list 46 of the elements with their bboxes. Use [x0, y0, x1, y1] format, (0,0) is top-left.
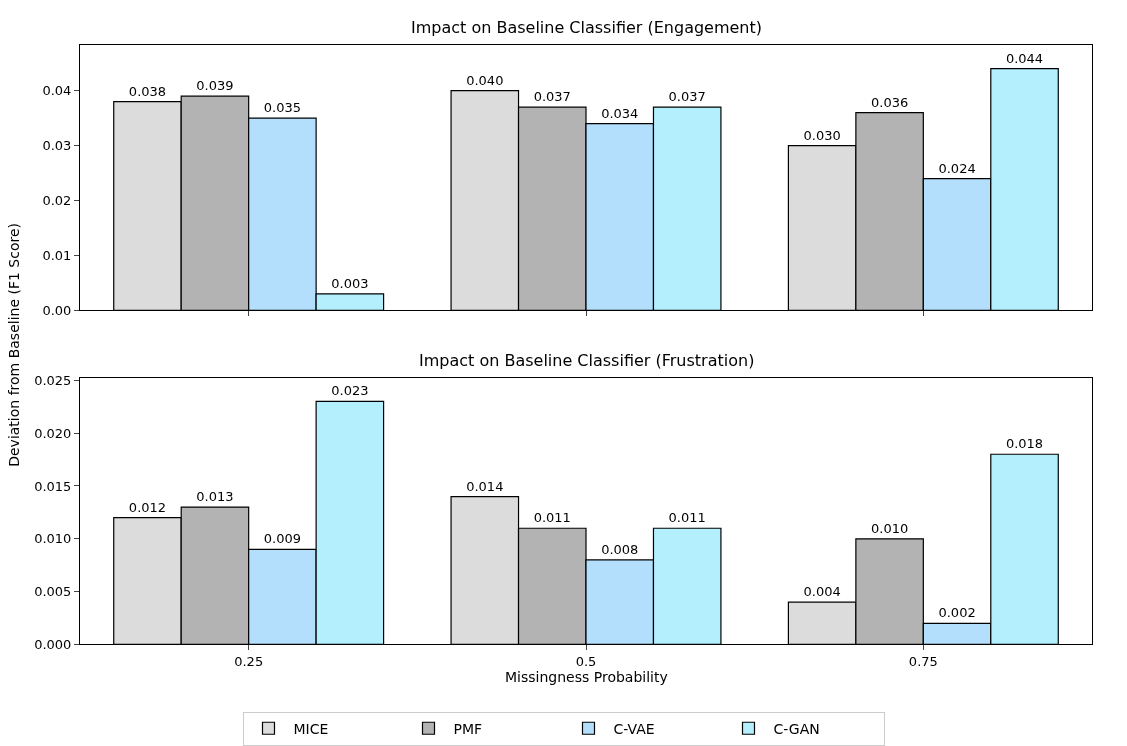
- chart-title: Impact on Baseline Classifier (Frustration): [419, 351, 755, 370]
- text: 0.025: [34, 372, 72, 388]
- text: 0.000: [34, 637, 72, 653]
- legend-label: C-GAN: [773, 720, 820, 737]
- data-label: 0.012: [128, 499, 167, 515]
- data-label: 0.008: [601, 541, 639, 557]
- data-label: 0.024: [938, 160, 976, 176]
- text: 0.010: [34, 531, 72, 547]
- text: 0.03: [42, 138, 72, 154]
- data-label: 0.002: [938, 605, 976, 621]
- text: 0.015: [34, 478, 72, 494]
- data-label: 0.037: [668, 89, 706, 105]
- data-label: 0.036: [870, 94, 909, 110]
- x-tick-label: 0.25: [234, 654, 264, 670]
- x-axis-title: Missingness Probability: [505, 669, 668, 685]
- data-label: 0.037: [533, 89, 571, 105]
- chart-title: Impact on Baseline Classifier (Engagement): [411, 18, 763, 37]
- text: 0.00: [42, 302, 72, 318]
- data-label: 0.034: [601, 105, 639, 121]
- data-label: 0.013: [196, 489, 234, 505]
- data-label: 0.004: [803, 584, 841, 600]
- data-label: 0.011: [533, 510, 571, 526]
- data-label: 0.003: [331, 275, 369, 291]
- legend-label: MICE: [293, 720, 329, 737]
- text: 0.020: [34, 425, 72, 441]
- x-tick-label: 0.5: [575, 654, 597, 670]
- legend-label: PMF: [453, 720, 483, 737]
- text: 0.005: [34, 584, 72, 600]
- data-label: 0.039: [196, 78, 234, 94]
- data-label: 0.009: [263, 531, 302, 547]
- text: 0.02: [42, 193, 72, 209]
- data-label: 0.035: [263, 100, 302, 116]
- data-label: 0.011: [668, 510, 706, 526]
- data-label: 0.044: [1005, 50, 1044, 66]
- data-label: 0.010: [870, 520, 909, 536]
- legend-label: C-VAE: [613, 720, 655, 737]
- data-label: 0.040: [466, 72, 504, 88]
- text: 0.01: [42, 248, 72, 264]
- data-label: 0.014: [466, 478, 504, 494]
- x-tick-label: 0.75: [908, 654, 938, 670]
- data-label: 0.023: [331, 383, 369, 399]
- y-axis-title: Deviation from Baseline (F1 Score): [6, 222, 23, 467]
- data-label: 0.038: [128, 83, 167, 99]
- text: 0.04: [42, 83, 72, 99]
- data-label: 0.030: [803, 127, 841, 143]
- data-label: 0.018: [1005, 436, 1044, 452]
